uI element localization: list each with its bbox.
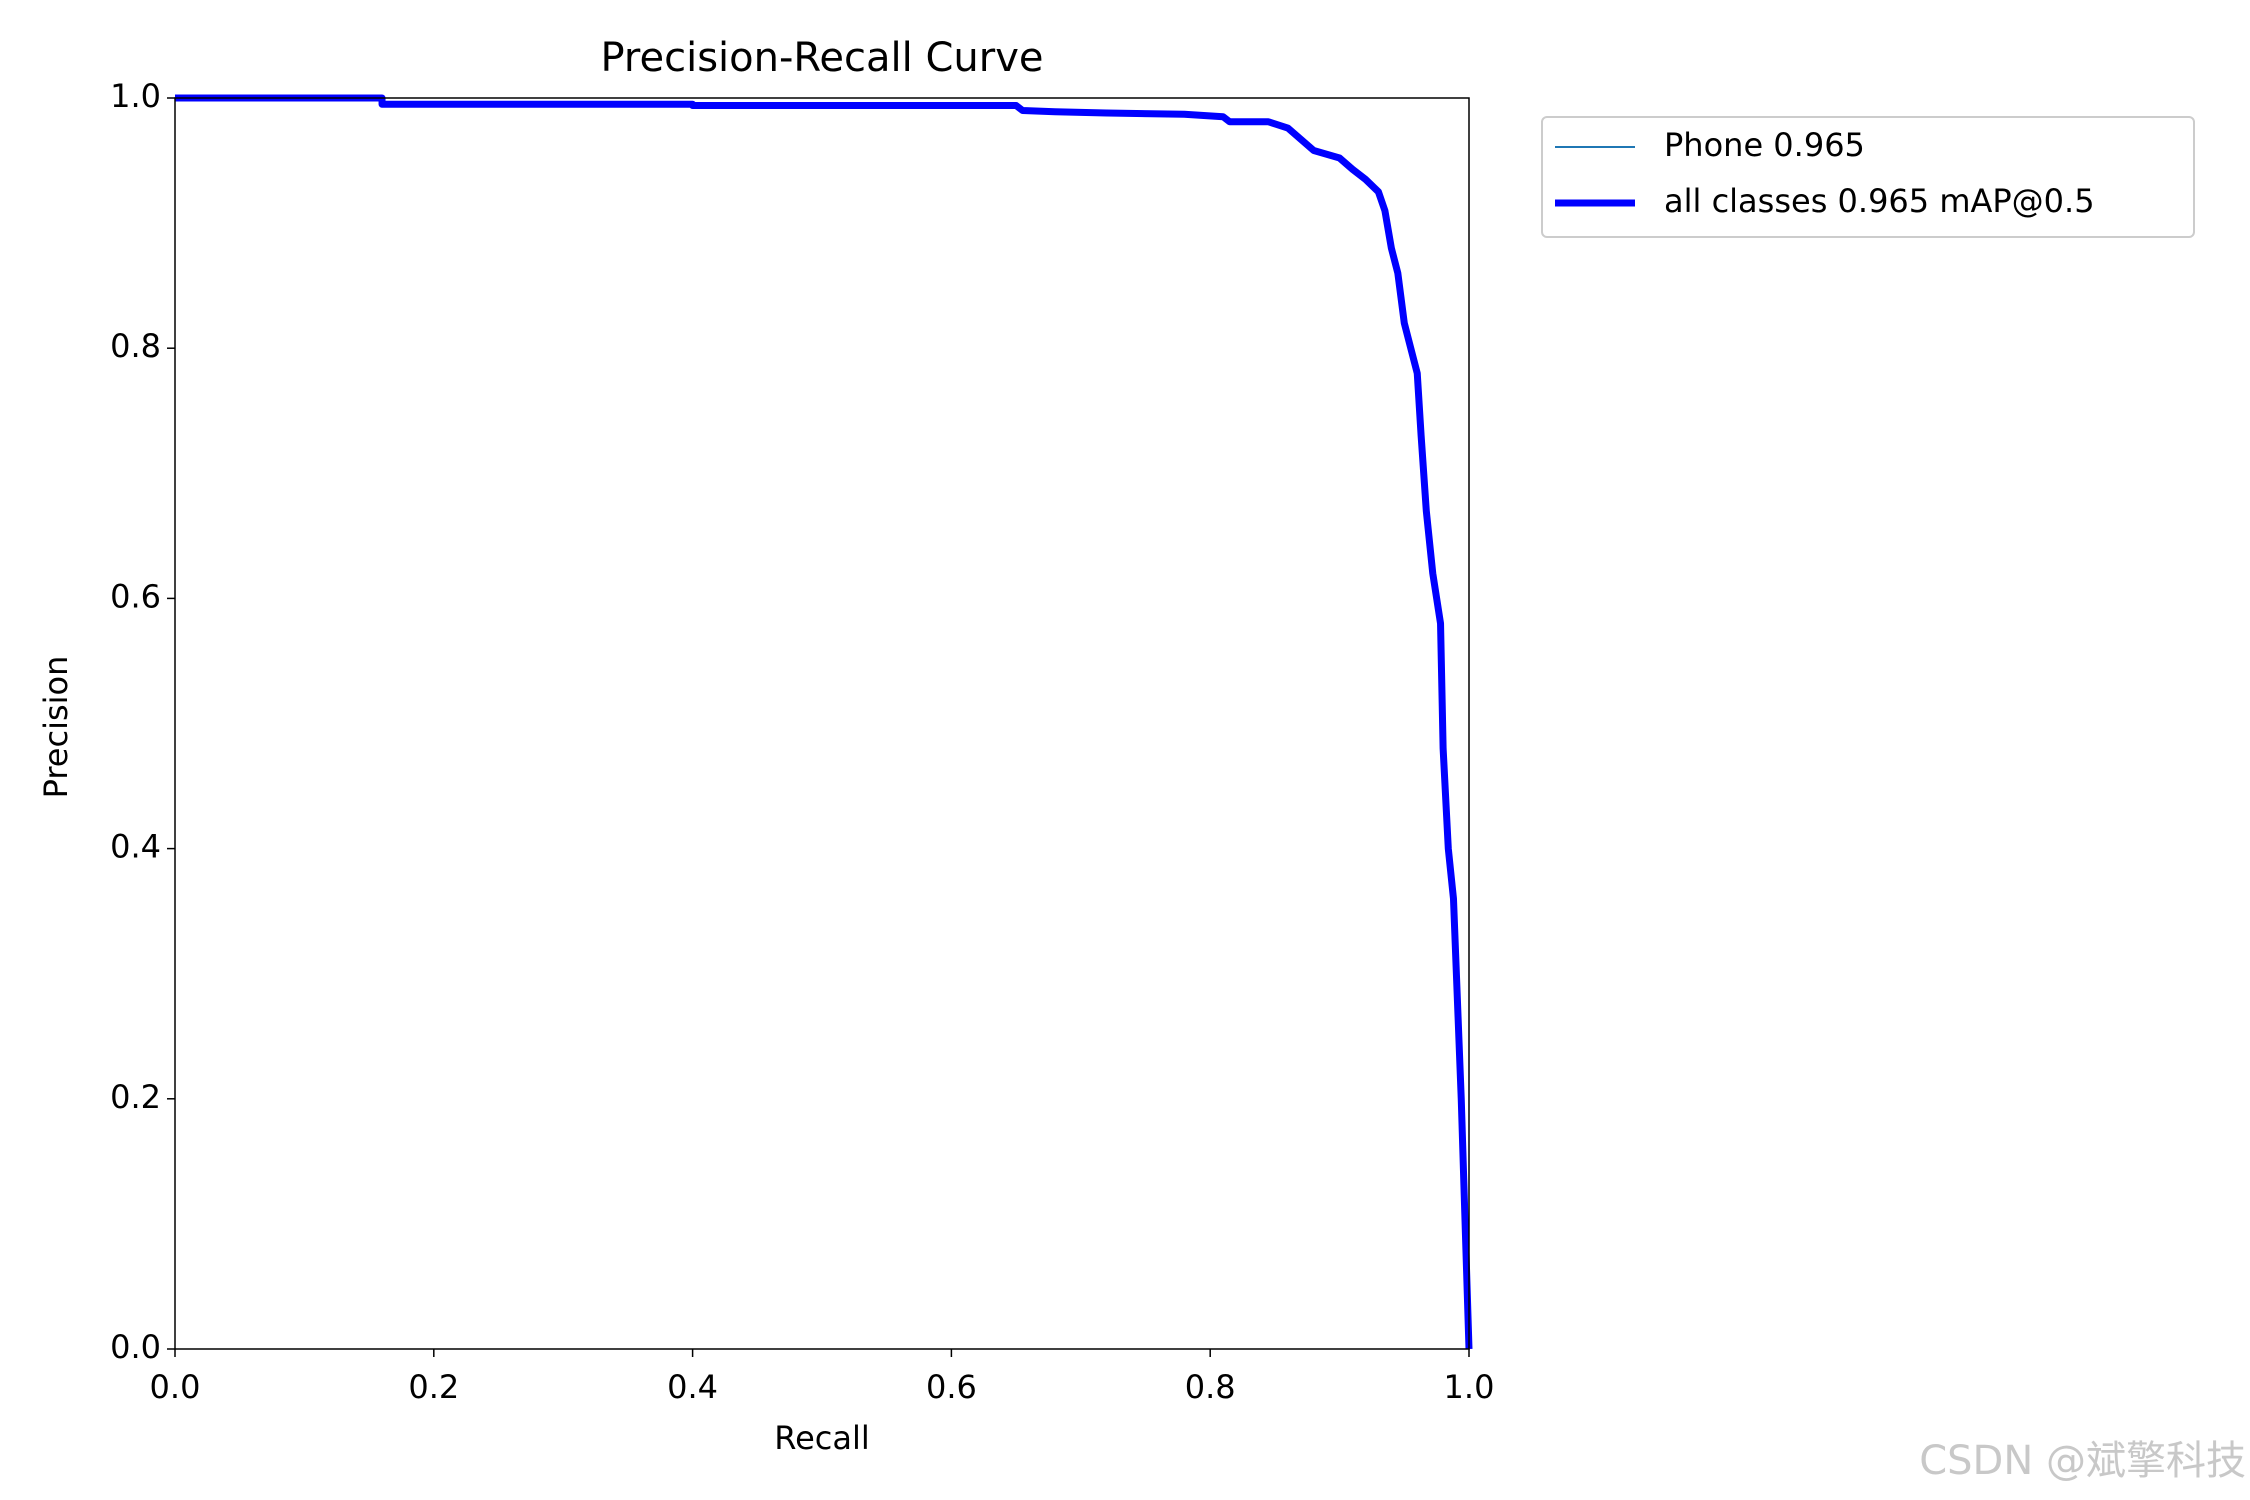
y-tick-label: 0.4 (110, 828, 161, 866)
y-tick-label: 0.6 (110, 577, 161, 615)
legend-box (1541, 116, 2195, 238)
y-tick-label: 1.0 (110, 77, 161, 115)
pr-curve (175, 97, 1470, 1350)
y-tick-label: 0.0 (110, 1328, 161, 1366)
x-tick-label: 0.4 (667, 1368, 718, 1406)
x-tick-label: 0.0 (150, 1368, 201, 1406)
y-axis-label: Precision (37, 656, 75, 799)
x-tick-label: 1.0 (1444, 1368, 1495, 1406)
plot-frame (174, 97, 1470, 1350)
x-tick-label: 0.2 (408, 1368, 459, 1406)
legend-label: Phone 0.965 (1664, 126, 1865, 164)
x-tick-label: 0.8 (1185, 1368, 1236, 1406)
pr-curve (175, 94, 1473, 1350)
y-tick-label: 0.8 (110, 327, 161, 365)
y-tick-label: 0.2 (110, 1078, 161, 1116)
watermark: CSDN @斌擎科技 (1919, 1438, 2246, 1484)
x-tick-label: 0.6 (926, 1368, 977, 1406)
x-axis-label: Recall (774, 1419, 869, 1457)
legend-label: all classes 0.965 mAP@0.5 (1664, 182, 2095, 220)
chart-title: Precision-Recall Curve (601, 35, 1044, 81)
